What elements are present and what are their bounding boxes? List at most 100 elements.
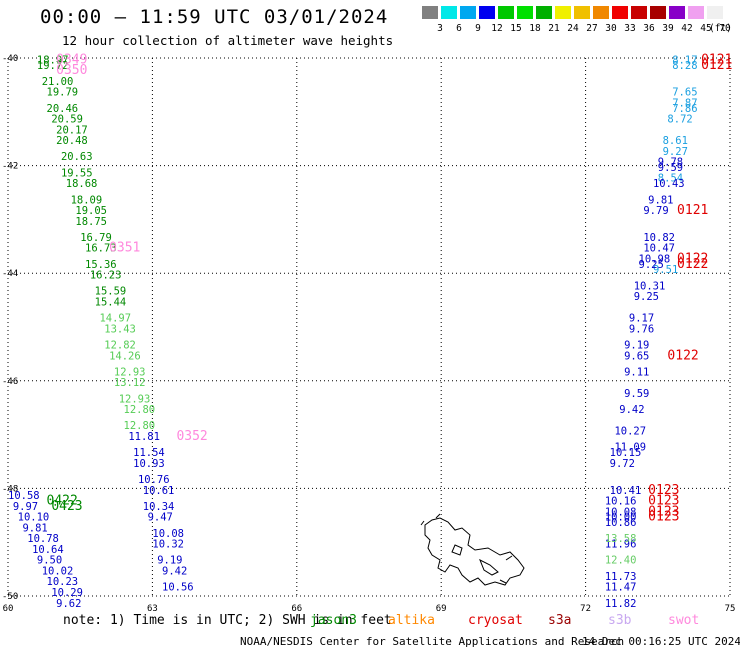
wave-height-value: 7.87 <box>672 97 697 109</box>
pass-time-label: 0350 <box>56 63 87 78</box>
y-tick-label: -42 <box>2 162 18 172</box>
wave-height-value: 11.73 <box>605 571 637 583</box>
wave-height-value: 10.61 <box>143 485 175 497</box>
legend-swatch <box>536 6 552 19</box>
wave-height-value: 9.81 <box>648 194 673 206</box>
legend-swatch <box>631 6 647 19</box>
legend-swatch <box>517 6 533 19</box>
wave-height-value: 10.15 <box>610 447 642 459</box>
satellite-name: s3b <box>608 613 632 628</box>
legend-swatch <box>688 6 704 19</box>
legend-label: 36 <box>643 23 655 34</box>
legend-label: 42 <box>681 23 693 34</box>
wave-height-value: 13.12 <box>114 377 146 389</box>
satellite-name: s3a <box>548 613 572 628</box>
y-tick-label: -44 <box>2 269 18 279</box>
wave-height-value: 10.32 <box>152 539 184 551</box>
pass-time-label: 0422 <box>47 494 78 509</box>
wave-height-value: 10.56 <box>162 582 194 594</box>
wave-height-value: 9.50 <box>37 555 62 567</box>
wave-height-value: 10.64 <box>32 544 64 556</box>
x-tick-label: 69 <box>436 604 447 614</box>
wave-height-value: 19.72 <box>37 60 69 72</box>
y-tick-label: -46 <box>2 377 18 387</box>
satellite-name: jason3 <box>310 613 357 628</box>
legend-label: 6 <box>456 23 462 34</box>
wave-height-value: 12.80 <box>124 420 156 432</box>
wave-height-value: 19.55 <box>61 167 93 179</box>
legend-label: 70 <box>719 23 731 34</box>
wave-height-value: 7.65 <box>672 87 697 99</box>
wave-height-value: 10.34 <box>143 501 175 513</box>
legend-label: 45 <box>700 23 712 34</box>
wave-height-value: 11.81 <box>128 431 160 443</box>
wave-height-value: 10.08 <box>152 528 184 540</box>
wave-height-value: 12.82 <box>104 340 136 352</box>
wave-height-value: 18.97 <box>37 54 69 66</box>
legend-swatch <box>422 6 438 19</box>
wave-height-value: 16.79 <box>80 232 112 244</box>
wave-height-value: 7.86 <box>672 103 697 115</box>
legend-label: 21 <box>548 23 560 34</box>
legend-swatch <box>612 6 628 19</box>
wave-height-value: 11.09 <box>614 442 646 454</box>
wave-height-value: 18.75 <box>75 216 107 228</box>
wave-height-value: 10.31 <box>634 280 666 292</box>
wave-height-value: 9.79 <box>643 205 668 217</box>
wave-height-value: 20.63 <box>61 151 93 163</box>
wave-height-value: 12.93 <box>114 366 146 378</box>
wave-height-value: 10.78 <box>27 533 59 545</box>
wave-height-value: 10.86 <box>605 517 637 529</box>
x-tick-label: 72 <box>580 604 591 614</box>
pass-time-label: 0121 <box>701 52 732 67</box>
wave-height-value: 10.82 <box>643 232 675 244</box>
wave-height-value: 8.61 <box>663 135 688 147</box>
island-outline <box>424 517 525 586</box>
legend-label: 12 <box>491 23 503 34</box>
wave-height-value: 9.27 <box>663 146 688 158</box>
wave-height-value: 20.48 <box>56 135 88 147</box>
legend-label: 24 <box>567 23 579 34</box>
legend-label: 9 <box>475 23 481 34</box>
wave-height-value: 9.59 <box>624 388 649 400</box>
wave-height-value: 9.11 <box>624 366 649 378</box>
legend-swatch <box>441 6 457 19</box>
y-tick-label: -50 <box>2 592 18 602</box>
wave-height-value: 12.80 <box>124 404 156 416</box>
wave-height-value: 8.54 <box>658 173 683 185</box>
wave-height-value: 10.10 <box>18 512 50 524</box>
map-subtitle: 12 hour collection of altimeter wave hei… <box>62 33 394 48</box>
legend-swatch <box>574 6 590 19</box>
generation-timestamp: 14 Dec 00:16:25 UTC 2024 <box>582 635 740 648</box>
legend-swatch <box>479 6 495 19</box>
wave-height-value: 9.78 <box>658 157 683 169</box>
wave-height-value: 10.29 <box>51 587 83 599</box>
wave-height-value: 18.68 <box>66 178 98 190</box>
wave-height-value: 16.73 <box>85 243 117 255</box>
wave-height-value: 11.54 <box>133 447 165 459</box>
wave-height-value: 10.23 <box>47 576 79 588</box>
wave-height-value: 9.51 <box>653 264 678 276</box>
legend-swatch <box>707 6 723 19</box>
wave-height-value: 10.08 <box>605 506 637 518</box>
wave-height-value: 10.00 <box>605 512 637 524</box>
footer-note: note: 1) Time is in UTC; 2) SWH is in fe… <box>63 613 392 628</box>
wave-height-value: 20.59 <box>51 114 83 126</box>
wave-height-value: 10.27 <box>614 426 646 438</box>
wave-height-value: 12.40 <box>605 555 637 567</box>
legend-swatch <box>593 6 609 19</box>
map-title: 00:00 — 11:59 UTC 03/01/2024 <box>40 6 389 28</box>
wave-height-value: 14.26 <box>109 350 141 362</box>
wave-height-value: 19.79 <box>47 87 79 99</box>
wave-height-value: 11.82 <box>605 598 637 610</box>
wave-height-value: 10.58 <box>8 490 40 502</box>
wave-height-value: 9.76 <box>629 323 654 335</box>
legend-label: 39 <box>662 23 674 34</box>
wave-height-value: 10.41 <box>610 485 642 497</box>
wave-height-value: 10.98 <box>639 253 671 265</box>
pass-time-label: 0123 <box>648 494 679 509</box>
wave-height-value: 8.17 <box>672 54 697 66</box>
satellite-name: swot <box>668 613 700 628</box>
pass-time-label: 0123 <box>648 483 679 498</box>
